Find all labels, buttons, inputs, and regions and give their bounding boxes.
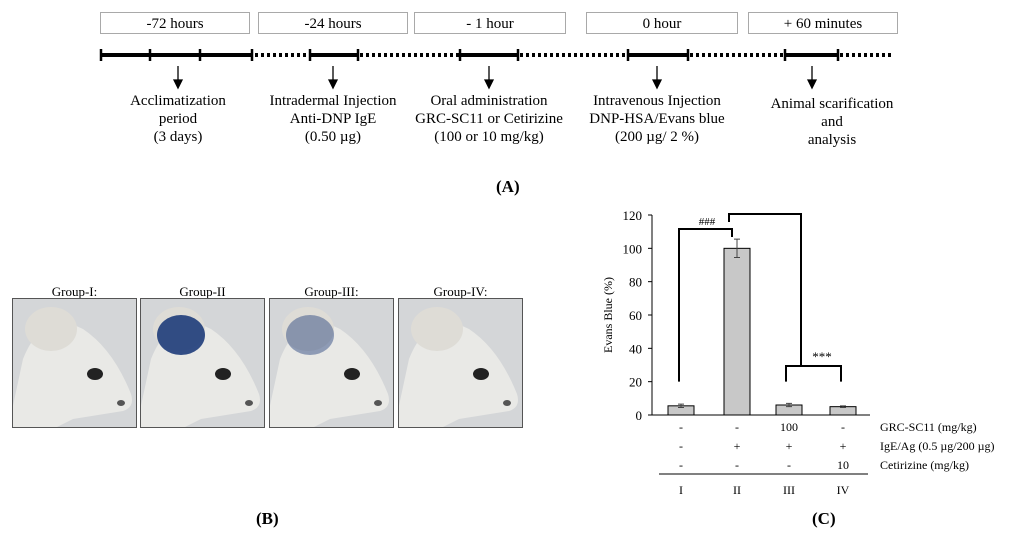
- time-box: -72 hours: [100, 12, 250, 34]
- y-tick-label: 100: [623, 241, 643, 256]
- error-bar: [840, 405, 846, 408]
- panel-label-b: (B): [256, 509, 279, 528]
- panel-label-a: (A): [496, 177, 520, 196]
- x-tick-label: II: [733, 483, 741, 497]
- x-tick-label: I: [679, 483, 683, 497]
- mouse-photo: [398, 298, 523, 428]
- bar: [723, 247, 751, 416]
- group-label: Group-I:: [51, 284, 98, 299]
- mouse-photo: [269, 298, 394, 428]
- treatment-value: 100: [780, 420, 798, 434]
- treatment-value: -: [679, 439, 683, 453]
- treatment-value: +: [840, 439, 847, 453]
- y-tick-label: 40: [629, 341, 642, 356]
- x-tick-label: III: [783, 483, 795, 497]
- y-tick-label: 60: [629, 308, 642, 323]
- event-label: Intradermal Injection Anti-DNP IgE (0.50 µ…: [269, 93, 397, 145]
- event-label: Acclimatization period (3 days): [130, 93, 226, 145]
- error-bar: [786, 402, 792, 408]
- treatment-label: Cetirizine (mg/kg): [880, 458, 969, 472]
- error-bar: [678, 403, 684, 408]
- y-tick-label: 80: [629, 275, 642, 290]
- treatment-value: -: [787, 458, 791, 472]
- significance-bracket: [728, 213, 802, 366]
- treatment-value: 10: [837, 458, 849, 472]
- event-label: Oral administration GRC-SC11 or Cetirizin…: [415, 93, 563, 145]
- group-label: Group-II: [179, 284, 226, 299]
- time-box: + 60 minutes: [748, 12, 898, 34]
- treatment-value: +: [734, 439, 741, 453]
- y-axis-label: Evans Blue (%): [601, 277, 615, 353]
- time-box: - 1 hour: [414, 12, 566, 34]
- mouse-photo: [12, 298, 137, 428]
- significance-label: ***: [812, 349, 832, 364]
- significance-bracket: [785, 365, 842, 382]
- time-box: -24 hours: [258, 12, 408, 34]
- group-label: Group-III:: [304, 284, 359, 299]
- time-box: 0 hour: [586, 12, 738, 34]
- event-label: Animal scarification and analysis: [770, 96, 894, 148]
- timeline-axis: [99, 49, 892, 90]
- group-label: Group-IV:: [433, 284, 488, 299]
- x-tick-label: IV: [837, 483, 850, 497]
- y-tick-label: 120: [623, 208, 643, 223]
- error-bar: [734, 238, 740, 258]
- treatment-value: -: [679, 420, 683, 434]
- treatment-label: IgE/Ag (0.5 µg/200 µg): [880, 439, 994, 453]
- mouse-photo: [140, 298, 265, 428]
- y-tick-label: 20: [629, 375, 642, 390]
- treatment-value: -: [679, 458, 683, 472]
- significance-bracket: [678, 228, 733, 382]
- event-label: Intravenous Injection DNP-HSA/Evans blue(…: [589, 93, 725, 145]
- treatment-value: -: [841, 420, 845, 434]
- significance-label: ###: [699, 216, 716, 228]
- y-tick-label: 0: [636, 408, 643, 423]
- treatment-label: GRC-SC11 (mg/kg): [880, 420, 977, 434]
- treatment-value: -: [735, 458, 739, 472]
- treatment-value: -: [735, 420, 739, 434]
- arrow-down-icon: [172, 66, 818, 90]
- panel-label-c: (C): [812, 509, 836, 528]
- treatment-value: +: [786, 439, 793, 453]
